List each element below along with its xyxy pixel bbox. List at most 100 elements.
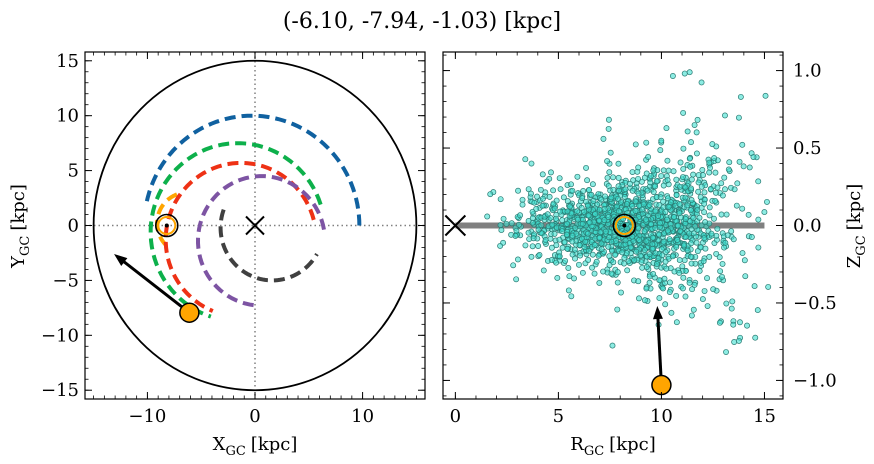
scatter-point	[676, 200, 683, 207]
scatter-point	[536, 252, 543, 258]
scatter-point	[690, 171, 697, 178]
scatter-point	[698, 183, 705, 190]
sun-inner-ring	[614, 216, 634, 235]
scatter-point	[525, 217, 532, 224]
scatter-point	[615, 174, 622, 181]
scatter-point	[660, 198, 667, 205]
scatter-point	[589, 181, 596, 188]
scatter-point	[649, 241, 656, 248]
edgeon-xlabel: RGC [kpc]	[570, 434, 655, 459]
scatter-point	[615, 195, 622, 202]
scatter-point	[636, 237, 643, 243]
scatter-point	[508, 220, 515, 227]
scatter-point	[522, 242, 529, 249]
scatter-point	[560, 194, 567, 201]
scatter-point	[580, 188, 587, 194]
scatter-point	[688, 240, 695, 247]
scatter-point	[673, 176, 680, 183]
scatter-point	[621, 254, 628, 261]
scatter-point	[693, 150, 700, 157]
scatter-point	[557, 208, 564, 215]
scatter-point	[684, 247, 691, 254]
direction-arrow-shaft	[656, 315, 663, 386]
scatter-point	[568, 293, 575, 300]
scatter-point	[556, 236, 563, 243]
scatter-point	[600, 268, 607, 275]
scatter-point	[606, 234, 612, 241]
scatter-point	[643, 139, 650, 146]
scatter-point	[660, 182, 667, 189]
scatter-point	[674, 236, 681, 243]
scatter-point	[680, 274, 687, 281]
scatter-point	[744, 322, 750, 329]
scatter-point	[696, 267, 703, 274]
scatter-point	[627, 244, 634, 251]
scatter-point	[614, 269, 621, 276]
scatter-point	[688, 253, 694, 260]
y-tick-label: −10	[41, 325, 79, 346]
star-position-marker	[651, 374, 672, 396]
scatter-point	[515, 221, 522, 228]
scatter-point	[586, 219, 593, 226]
scatter-point	[701, 235, 708, 242]
scatter-point	[680, 165, 687, 172]
scatter-point	[585, 257, 592, 263]
faceon-plot-area	[85, 52, 425, 399]
scatter-point	[700, 258, 707, 265]
scatter-point	[632, 198, 639, 205]
scatter-point	[641, 297, 648, 304]
edgeon-panel: 0 5 10 15 −1.0 −0.5 0.0 0.5 1.0 RGC [kpc] ZGC[kpc…	[442, 51, 869, 459]
scatter-point	[636, 295, 642, 302]
scatter-point	[592, 210, 599, 217]
spiral-arm-1	[148, 141, 323, 319]
scatter-point	[593, 258, 600, 265]
scatter-point	[643, 216, 649, 223]
scatter-point	[748, 234, 755, 240]
scatter-point	[525, 229, 532, 236]
scatter-point	[694, 248, 701, 255]
edgeon-ticks: 0 5 10 15 −1.0 −0.5 0.0 0.5 1.0	[443, 52, 837, 427]
scatter-point	[702, 219, 709, 226]
scatter-point	[711, 215, 717, 222]
x-tick-label: 10	[650, 406, 673, 427]
scatter-point	[666, 236, 673, 243]
scatter-point	[652, 250, 659, 257]
scatter-point	[696, 214, 703, 221]
scatter-point	[717, 268, 724, 275]
scatter-point	[590, 197, 597, 204]
galactic-center-marker	[245, 215, 265, 236]
scatter-point	[731, 339, 738, 345]
scatter-point	[713, 250, 720, 257]
scatter-point	[691, 122, 698, 129]
scatter-point	[530, 235, 537, 242]
scatter-point	[712, 197, 719, 204]
scatter-point	[546, 193, 553, 200]
edgeon-plot-area	[444, 69, 772, 396]
scatter-point	[576, 261, 582, 268]
scatter-point	[610, 186, 617, 193]
scatter-point	[638, 178, 645, 185]
scatter-point	[721, 174, 728, 181]
scatter-point	[735, 114, 742, 121]
scatter-point	[607, 149, 614, 156]
scatter-point	[564, 208, 571, 215]
scatter-point	[553, 215, 559, 222]
scatter-point	[716, 319, 723, 326]
scatter-point	[537, 186, 544, 193]
scatter-point	[529, 243, 536, 250]
scatter-point	[702, 245, 709, 252]
scatter-point	[723, 349, 729, 356]
scatter-point	[714, 184, 721, 191]
scatter-point	[585, 230, 591, 237]
y-tick-label: 1.0	[793, 61, 822, 82]
scatter-point	[646, 279, 653, 286]
scatter-point	[484, 213, 491, 220]
y-tick-label: −5	[52, 270, 79, 291]
scatter-point	[597, 229, 604, 236]
y-tick-label: 10	[56, 106, 79, 127]
scatter-point	[598, 246, 605, 253]
scatter-point	[554, 274, 561, 281]
scatter-point	[643, 238, 650, 245]
scatter-point	[605, 243, 612, 250]
y-tick-label: 0.5	[793, 138, 822, 159]
